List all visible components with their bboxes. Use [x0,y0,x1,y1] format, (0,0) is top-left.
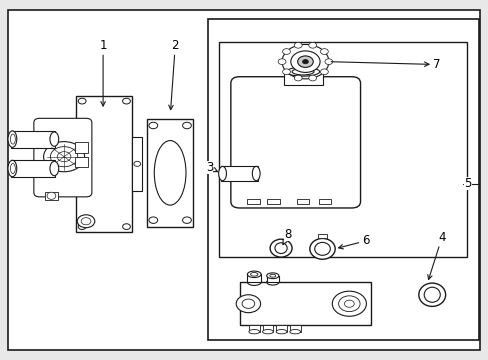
Circle shape [57,152,71,162]
Circle shape [294,42,302,48]
Circle shape [182,217,191,224]
Ellipse shape [10,134,15,144]
Ellipse shape [286,67,319,76]
Ellipse shape [289,329,300,334]
Circle shape [290,51,320,72]
Bar [296,199,309,204]
Text: 2: 2 [168,39,179,110]
Ellipse shape [247,279,261,285]
Bar [75,157,88,167]
Ellipse shape [8,131,17,147]
Circle shape [182,122,191,129]
Ellipse shape [423,287,439,302]
Bar [262,324,273,332]
Circle shape [282,69,290,75]
Ellipse shape [266,279,278,285]
Ellipse shape [154,140,185,205]
Ellipse shape [8,160,17,177]
Text: 6: 6 [338,234,368,249]
Circle shape [278,59,285,64]
Bar [207,19,478,339]
Text: 8: 8 [283,228,291,244]
Bar [147,119,193,226]
Circle shape [308,42,316,48]
Ellipse shape [269,274,275,277]
Bar [11,131,55,148]
Bar [218,42,467,257]
Ellipse shape [247,271,261,278]
FancyBboxPatch shape [230,77,360,208]
Ellipse shape [50,132,59,146]
Bar [132,136,142,191]
Ellipse shape [248,329,259,334]
Circle shape [331,291,366,316]
Text: 5: 5 [463,177,470,190]
Circle shape [320,49,327,54]
Ellipse shape [50,161,59,176]
Text: 7: 7 [330,58,440,71]
Circle shape [302,59,308,64]
Ellipse shape [47,192,56,199]
Bar [318,199,330,204]
Bar [76,96,132,232]
Circle shape [294,75,302,81]
Circle shape [325,59,332,64]
Ellipse shape [276,329,286,334]
Bar [75,142,88,153]
Text: 1: 1 [99,39,106,106]
Bar [266,276,279,282]
Circle shape [78,224,86,229]
Bar [248,324,259,332]
Ellipse shape [274,243,286,253]
Circle shape [50,147,78,167]
Circle shape [149,122,158,129]
Ellipse shape [250,273,257,276]
Circle shape [134,161,141,166]
Bar [11,160,55,177]
Ellipse shape [252,166,260,181]
Bar [239,282,370,325]
Bar [317,234,327,238]
Circle shape [338,296,359,312]
Ellipse shape [218,166,226,181]
Circle shape [297,56,313,67]
Bar [283,71,322,85]
Bar [246,199,259,204]
Circle shape [320,69,327,75]
Ellipse shape [262,329,273,334]
Circle shape [78,98,86,104]
Ellipse shape [10,163,15,174]
Circle shape [282,49,290,54]
Text: 4: 4 [427,231,445,279]
Circle shape [122,224,130,229]
Circle shape [43,141,84,172]
Circle shape [77,215,95,228]
Circle shape [344,300,353,307]
Ellipse shape [418,283,445,306]
Circle shape [308,75,316,81]
Bar [267,199,280,204]
Circle shape [242,299,254,309]
FancyBboxPatch shape [34,118,92,197]
Circle shape [149,217,158,224]
Bar [221,166,257,181]
Bar [247,274,261,282]
Circle shape [236,295,260,313]
Bar [276,324,286,332]
Ellipse shape [314,242,330,255]
Circle shape [122,98,130,104]
Ellipse shape [269,239,291,257]
Circle shape [282,44,328,79]
Circle shape [81,218,91,225]
Text: 3: 3 [205,161,217,174]
Ellipse shape [291,68,313,75]
Bar [44,192,58,200]
Ellipse shape [266,273,278,279]
Ellipse shape [309,238,334,259]
Bar [289,324,300,332]
